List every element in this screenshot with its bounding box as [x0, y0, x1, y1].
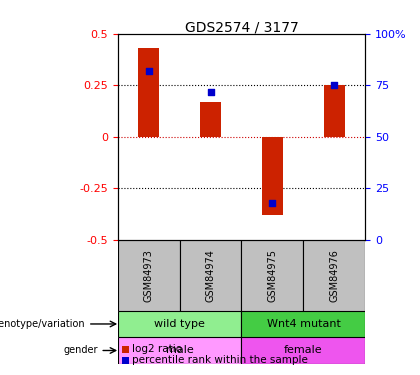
Text: GSM84976: GSM84976: [329, 249, 339, 302]
Text: genotype/variation: genotype/variation: [0, 319, 85, 329]
Bar: [323, 86, 345, 137]
Text: GSM84973: GSM84973: [144, 249, 154, 302]
Text: percentile rank within the sample: percentile rank within the sample: [132, 356, 308, 365]
FancyBboxPatch shape: [303, 240, 365, 311]
FancyBboxPatch shape: [241, 337, 365, 364]
FancyBboxPatch shape: [241, 240, 303, 311]
Point: [269, 200, 276, 206]
Text: GSM84975: GSM84975: [268, 249, 278, 302]
FancyBboxPatch shape: [118, 311, 242, 337]
Point: [145, 68, 152, 74]
Bar: [138, 48, 160, 137]
Text: GDS2574 / 3177: GDS2574 / 3177: [185, 21, 298, 34]
Bar: [262, 137, 284, 215]
Text: log2 ratio: log2 ratio: [132, 344, 182, 354]
FancyBboxPatch shape: [241, 311, 365, 337]
Text: Wnt4 mutant: Wnt4 mutant: [267, 319, 340, 329]
Text: female: female: [284, 345, 323, 355]
FancyBboxPatch shape: [118, 240, 180, 311]
Text: GSM84974: GSM84974: [205, 249, 215, 302]
Text: male: male: [165, 345, 194, 355]
Point: [331, 82, 338, 88]
Bar: [200, 102, 221, 137]
FancyBboxPatch shape: [180, 240, 241, 311]
FancyBboxPatch shape: [118, 337, 242, 364]
Text: wild type: wild type: [154, 319, 205, 329]
Text: gender: gender: [63, 345, 98, 355]
Point: [207, 88, 214, 94]
